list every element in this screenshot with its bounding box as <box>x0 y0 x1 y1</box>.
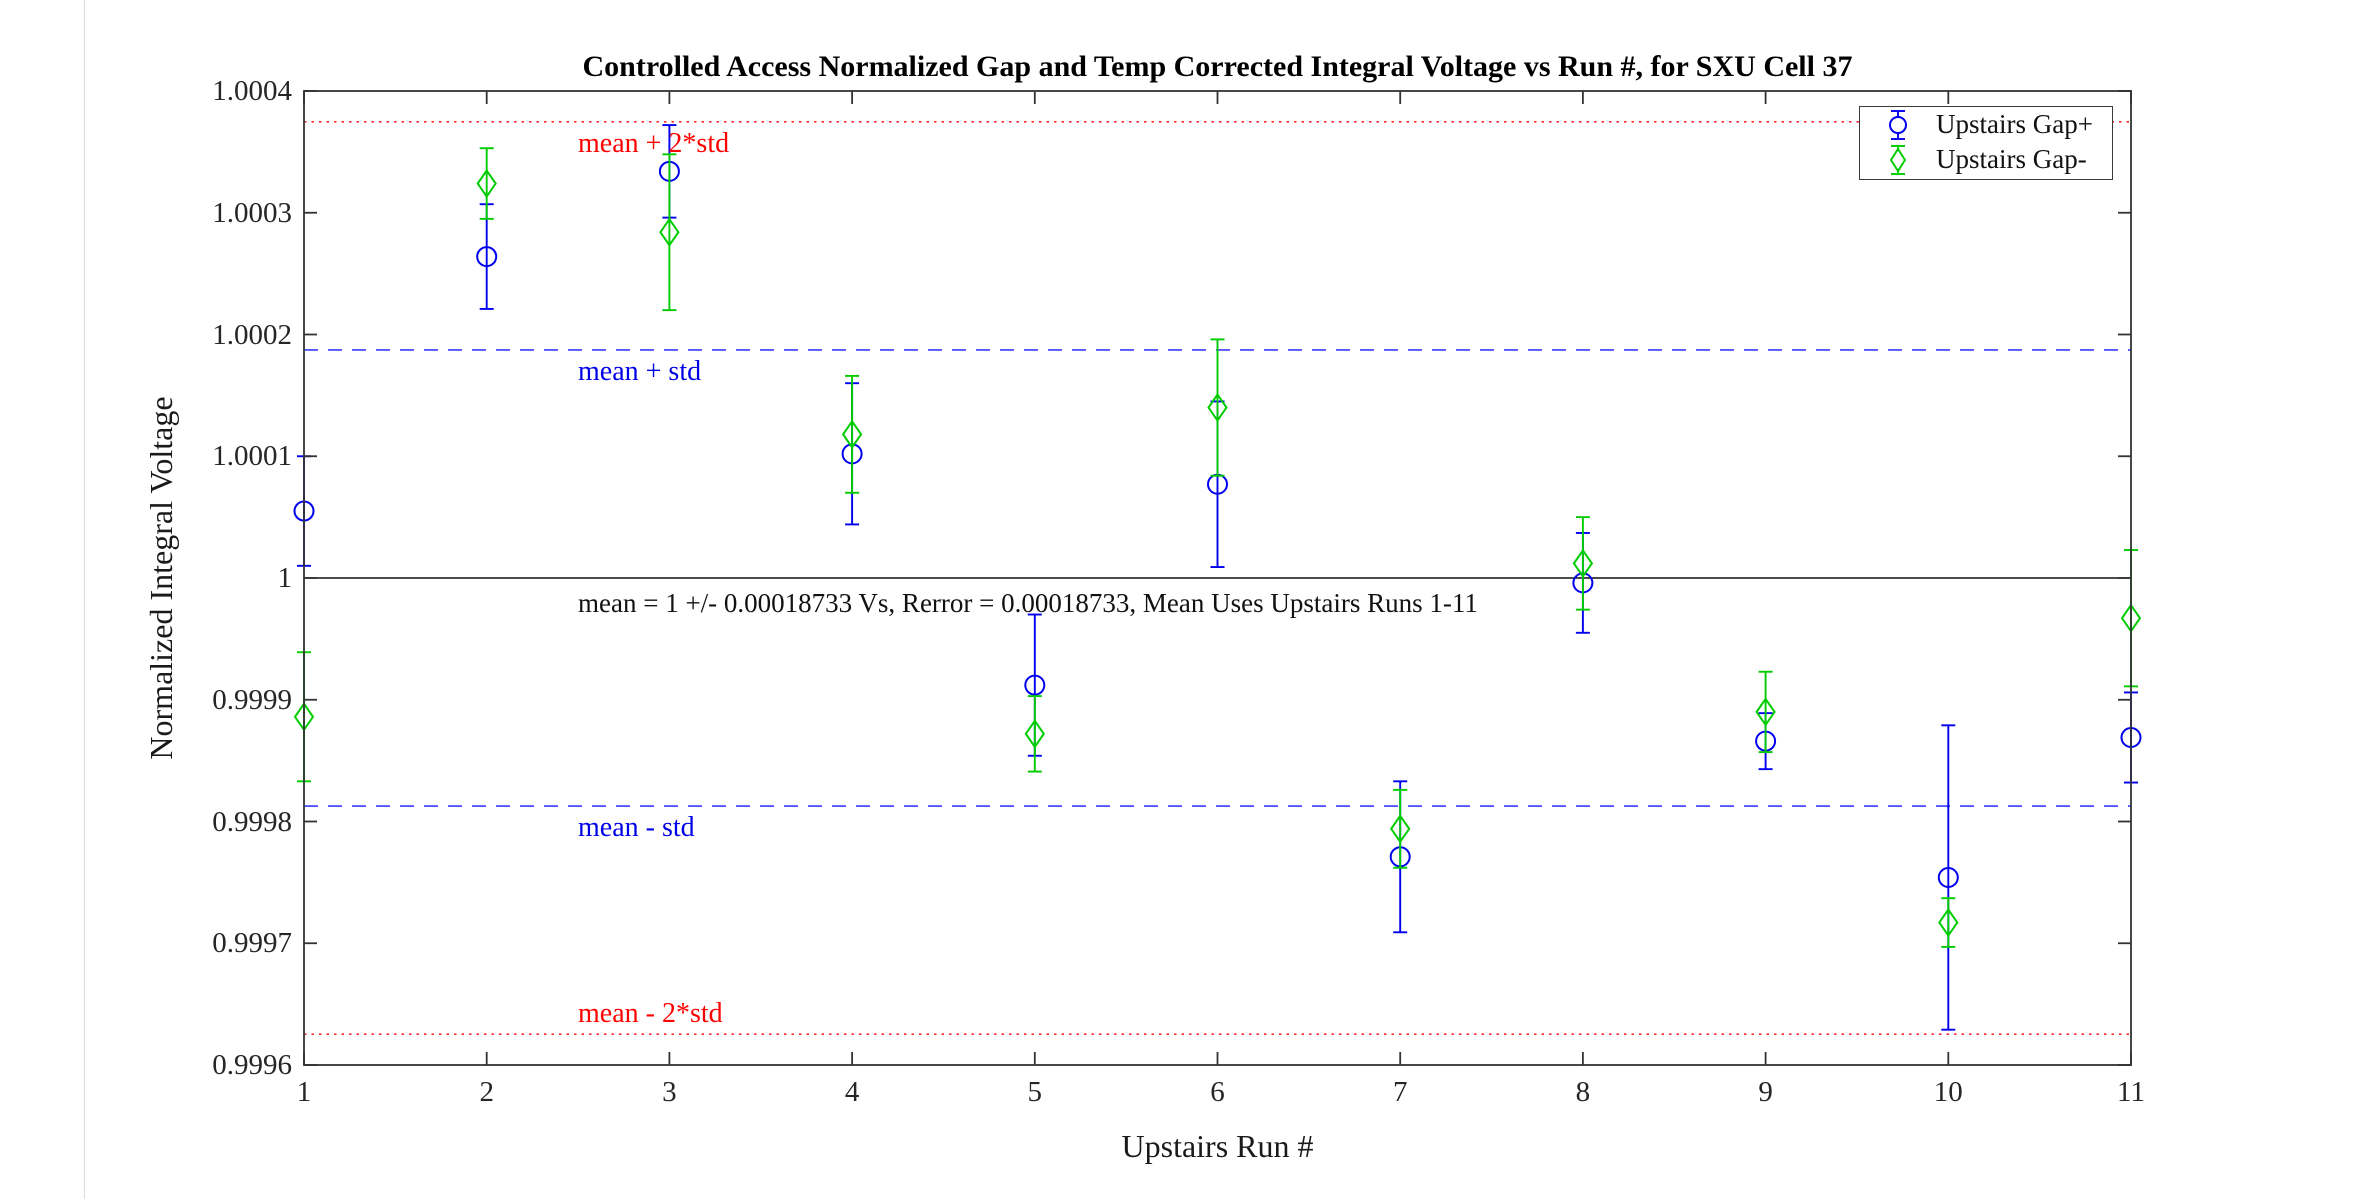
legend-label-gap-plus: Upstairs Gap+ <box>1936 109 2093 139</box>
chart-title: Controlled Access Normalized Gap and Tem… <box>582 50 1853 83</box>
y-tick-label: 0.9997 <box>212 927 292 960</box>
errorbar-diamond-marker-icon <box>1889 144 1907 175</box>
y-tick-label: 1.0001 <box>212 440 292 473</box>
x-tick-label: 7 <box>1392 1076 1408 1108</box>
legend-entry-gap-minus: Upstairs Gap- <box>1860 142 2112 177</box>
x-tick-label: 5 <box>1027 1076 1043 1108</box>
y-tick-labels: 0.9996 0.9997 0.9998 0.9999 1 1.0001 1.0002 1.0… <box>150 0 292 1199</box>
x-axis-label: Upstairs Run # <box>1121 1128 1314 1164</box>
x-tick-label: 11 <box>2117 1076 2145 1108</box>
ref-label-mean-minus-std: mean - std <box>578 812 695 843</box>
y-tick-label: 0.9999 <box>212 683 292 716</box>
x-tick-label: 6 <box>1210 1076 1225 1108</box>
ref-label-mean-plus-2std: mean + 2*std <box>578 128 730 159</box>
x-tick-labels: 1 2 3 4 5 6 7 8 9 10 11 <box>0 1076 2356 1116</box>
x-tick-label: 8 <box>1575 1076 1591 1108</box>
y-tick-label: 1.0004 <box>212 75 292 107</box>
y-tick-label: 1.0003 <box>212 196 292 229</box>
window-edge-line <box>84 0 85 1199</box>
x-tick-label: 2 <box>479 1076 494 1108</box>
x-tick-label: 4 <box>844 1076 860 1108</box>
y-tick-label: 1 <box>277 562 293 594</box>
x-tick-label: 1 <box>296 1076 312 1108</box>
y-tick-label: 0.9996 <box>212 1049 292 1081</box>
x-tick-label: 9 <box>1758 1076 1773 1108</box>
ref-label-mean-plus-std: mean + std <box>578 356 702 387</box>
y-tick-label: 0.9998 <box>212 805 292 838</box>
errorbar-circle-marker-icon <box>1889 109 1907 140</box>
mean-annotation: mean = 1 +/- 0.00018733 Vs, Rerror = 0.0… <box>578 588 1478 618</box>
legend: Upstairs Gap+ Upstairs Gap- <box>1859 106 2113 180</box>
x-tick-label: 3 <box>662 1076 677 1108</box>
ref-label-mean-minus-2std: mean - 2*std <box>578 998 723 1029</box>
legend-entry-gap-plus: Upstairs Gap+ <box>1860 107 2112 142</box>
x-tick-label: 10 <box>1933 1076 1963 1108</box>
legend-label-gap-minus: Upstairs Gap- <box>1936 144 2087 174</box>
y-tick-label: 1.0002 <box>212 318 292 351</box>
